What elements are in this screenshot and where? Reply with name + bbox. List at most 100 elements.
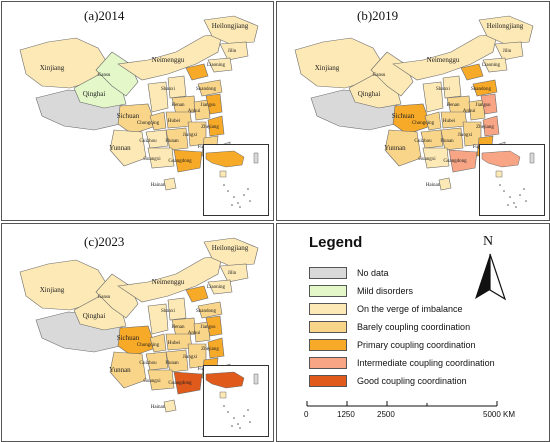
province-heilongjiang	[478, 15, 534, 45]
province-shandong	[197, 301, 223, 319]
province-shanxi	[167, 297, 187, 321]
province-hainan	[438, 177, 452, 191]
legend-item: Intermediate coupling coordination	[309, 356, 495, 370]
legend-item: No data	[309, 266, 389, 280]
province-label-guizhou: Guizhou	[139, 139, 157, 144]
province-yunnan	[109, 129, 147, 167]
province-jiangsu	[480, 93, 498, 115]
province-hunan	[165, 127, 189, 151]
province-heilongjiang	[203, 15, 259, 45]
province-label-gansu: Gansu	[98, 295, 111, 300]
province-label-chongqing: Chongqing	[137, 343, 160, 348]
scale-tick-1250: 1250	[337, 410, 355, 419]
province-anhui	[468, 99, 486, 121]
province-label-qinghai: Qinghai	[83, 90, 106, 98]
province-label-hubei: Hubei	[443, 119, 456, 124]
province-beijing	[185, 63, 209, 81]
province-guizhou	[420, 129, 444, 149]
province-jilin	[219, 41, 249, 61]
province-zhejiang	[207, 115, 225, 137]
province-label-gansu: Gansu	[98, 73, 111, 78]
province-label-qinghai: Qinghai	[83, 312, 106, 320]
province-jiangsu	[205, 93, 223, 115]
province-shanxi	[442, 75, 462, 99]
province-guangxi	[422, 147, 450, 169]
province-label-jiangsu: Jiangsu	[201, 325, 217, 330]
province-label-gansu: Gansu	[373, 73, 386, 78]
province-label-yunnan: Yunnan	[384, 144, 406, 152]
province-label-heilongjiang: Heilongjiang	[212, 22, 249, 30]
province-yunnan	[109, 351, 147, 389]
map-panel-2014: Xinjiang Gansu Qinghai Neimenggu Heilongjian…	[1, 1, 274, 221]
province-heilongjiang	[203, 237, 259, 267]
province-label-sichuan: Sichuan	[392, 112, 415, 120]
legend-swatch	[309, 375, 347, 387]
province-label-shanxi: Shanxi	[436, 87, 451, 92]
province-label-jiangxi: Jiangxi	[183, 133, 198, 138]
province-label-xinjiang: Xinjiang	[40, 286, 65, 294]
legend-swatch	[309, 267, 347, 279]
province-label-anhui: Anhui	[188, 331, 201, 336]
province-hunan	[165, 349, 189, 373]
province-label-liaoning: Liaoning	[207, 285, 226, 290]
province-label-chongqing: Chongqing	[137, 121, 160, 126]
province-label-jiangsu: Jiangsu	[476, 103, 492, 108]
province-label-hainan: Hainan	[151, 405, 166, 410]
panel-title: (b)2019	[357, 8, 399, 23]
legend-swatch	[309, 303, 347, 315]
province-zhejiang	[482, 115, 500, 137]
province-guangdong	[173, 149, 203, 173]
china-map: Xinjiang Gansu Qinghai Neimenggu Heilongjian…	[19, 15, 259, 191]
province-label-anhui: Anhui	[188, 109, 201, 114]
province-label-liaoning: Liaoning	[482, 63, 501, 68]
province-shandong	[197, 79, 223, 97]
province-label-sichuan: Sichuan	[117, 334, 140, 342]
province-label-guangxi: Guangxi	[418, 157, 436, 162]
legend-label: On the verge of imbalance	[357, 304, 463, 314]
south-china-sea-inset	[203, 365, 269, 437]
legend-item: Primary coupling coordination	[309, 338, 476, 352]
legend-label: Good coupling coordination	[357, 376, 467, 386]
province-label-jilin: Jilin	[228, 271, 237, 276]
legend-swatch	[309, 339, 347, 351]
province-label-shandong: Shandong	[196, 309, 217, 314]
province-label-guizhou: Guizhou	[139, 361, 157, 366]
province-guizhou	[145, 351, 169, 371]
legend-item: Barely coupling coordination	[309, 320, 470, 334]
province-label-henan: Henan	[171, 103, 185, 108]
province-label-hainan: Hainan	[151, 183, 166, 188]
province-neimenggu	[117, 255, 223, 303]
province-sichuan	[392, 103, 432, 135]
province-label-zhejiang: Zhejiang	[201, 347, 219, 352]
legend-label: Barely coupling coordination	[357, 322, 471, 332]
province-label-chongqing: Chongqing	[412, 121, 435, 126]
province-label-heilongjiang: Heilongjiang	[487, 22, 524, 30]
legend-swatch	[309, 357, 347, 369]
province-label-sichuan: Sichuan	[117, 112, 140, 120]
province-neimenggu	[117, 33, 223, 81]
legend-swatch	[309, 321, 347, 333]
province-label-neimenggu: Neimenggu	[427, 56, 460, 64]
north-label: N	[483, 234, 494, 249]
province-chongqing	[424, 111, 442, 131]
province-chongqing	[149, 111, 167, 131]
scale-tick-5000: 5000 KM	[483, 410, 516, 419]
province-neimenggu	[392, 33, 498, 81]
legend-label: Primary coupling coordination	[357, 340, 476, 350]
province-anhui	[193, 99, 211, 121]
province-beijing	[460, 63, 484, 81]
province-label-guangdong: Guangdong	[443, 159, 467, 164]
province-label-heilongjiang: Heilongjiang	[212, 244, 249, 252]
legend-item: Mild disorders	[309, 284, 413, 298]
legend-title: Legend	[309, 234, 363, 251]
province-label-xinjiang: Xinjiang	[40, 64, 65, 72]
province-label-jilin: Jilin	[228, 49, 237, 54]
province-label-jiangxi: Jiangxi	[183, 355, 198, 360]
map-panel-2019: Xinjiang Gansu Qinghai Neimenggu Heilongjian…	[276, 1, 550, 221]
scale-tick-2500: 2500	[377, 410, 395, 419]
province-shaanxi	[147, 303, 169, 335]
province-guangdong	[448, 149, 478, 173]
province-label-jiangxi: Jiangxi	[458, 133, 473, 138]
province-label-henan: Henan	[446, 103, 460, 108]
province-sichuan	[117, 325, 157, 357]
